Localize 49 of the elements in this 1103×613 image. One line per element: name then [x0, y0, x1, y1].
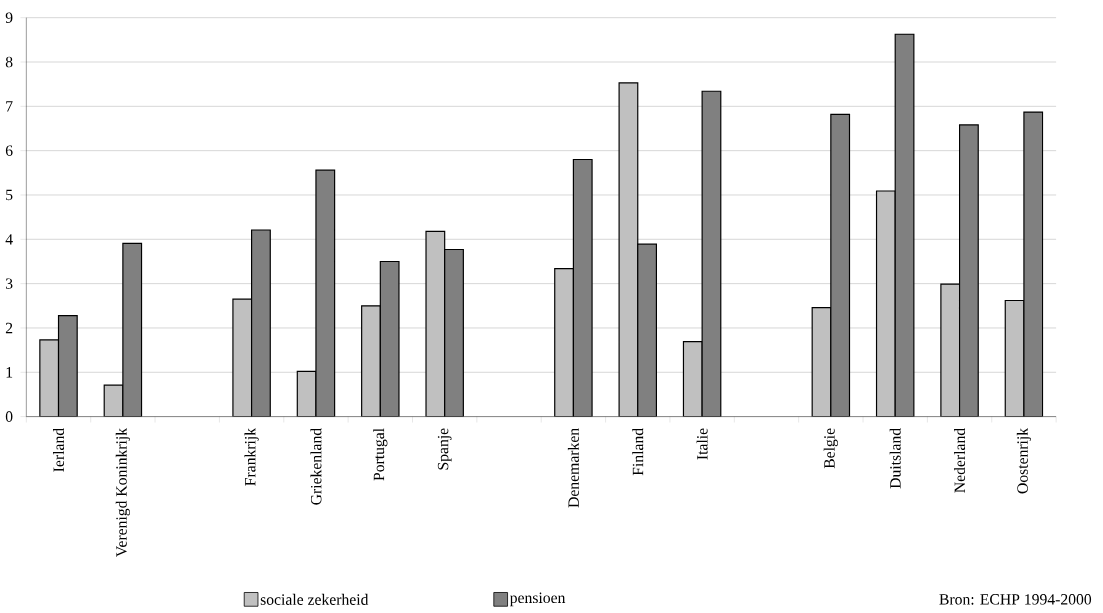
bar — [379, 260, 400, 417]
legend-label: sociale zekerheid — [260, 593, 369, 605]
bar — [637, 243, 658, 417]
x-tick-label: Italie — [696, 428, 708, 460]
bar — [940, 283, 961, 417]
bar — [830, 113, 851, 417]
y-tick-label: 2 — [5, 322, 13, 334]
text: Bron: ECHP 1994-2000 — [939, 593, 1092, 605]
bar — [618, 82, 639, 417]
y-tick-label: 6 — [5, 145, 13, 156]
bar — [894, 33, 915, 417]
bar — [1023, 111, 1044, 417]
bar — [811, 306, 832, 417]
bar — [875, 190, 896, 417]
bar — [1004, 299, 1025, 417]
bar — [701, 90, 722, 417]
y-tick-label: 4 — [5, 234, 13, 245]
y-tick-label: 8 — [5, 56, 13, 68]
bar — [958, 124, 979, 417]
bar — [251, 229, 271, 417]
x-tick-label: Nederland — [954, 428, 966, 493]
x-tick-label: Belgie — [823, 428, 838, 469]
bar — [361, 305, 381, 417]
x-tick-label: Finland — [632, 428, 644, 476]
legend-label: pensioen — [509, 592, 566, 607]
bar — [554, 267, 574, 417]
bar — [122, 242, 143, 417]
y-tick-label: 9 — [5, 12, 13, 23]
y-tick-label: 5 — [6, 189, 13, 201]
x-tick-label: Oostenrijk — [1016, 427, 1032, 494]
x-tick-label: Duitsland — [889, 428, 901, 489]
bar — [232, 298, 253, 417]
bar — [315, 169, 336, 417]
y-tick-label: 7 — [6, 101, 13, 112]
x-tick-label: Portugal — [373, 428, 388, 481]
x-tick-label: Griekenland — [310, 428, 322, 505]
y-tick-label: 3 — [5, 278, 13, 289]
x-tick-label: Spanje — [437, 428, 452, 470]
bar — [57, 314, 78, 417]
x-tick-label: Ierland — [53, 428, 65, 472]
y-tick-label: 1 — [6, 367, 13, 378]
x-tick-label: Denemarken — [567, 428, 579, 508]
bar — [682, 341, 703, 417]
x-tick-label: Frankrijk — [244, 427, 259, 486]
x-tick-label: Verenigd Koninkrijk — [115, 427, 130, 557]
y-tick-label: 0 — [5, 411, 13, 422]
bar — [425, 230, 446, 417]
bar — [572, 158, 593, 417]
bar — [444, 248, 464, 417]
